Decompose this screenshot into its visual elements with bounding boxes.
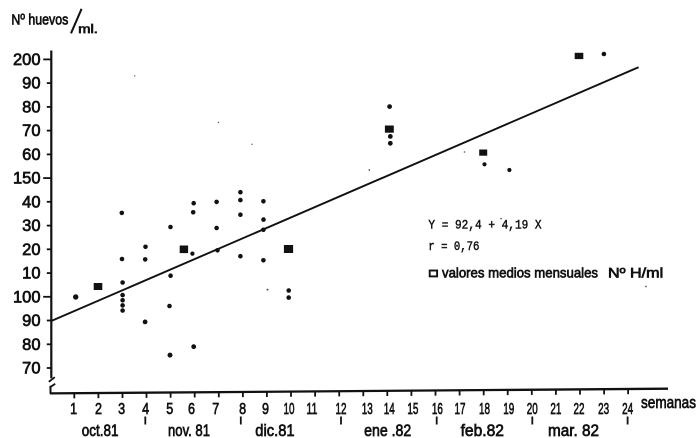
- svg-text:15: 15: [407, 401, 418, 418]
- svg-text:semanas: semanas: [641, 393, 696, 412]
- svg-text:22: 22: [574, 401, 585, 418]
- svg-text:70: 70: [22, 122, 40, 140]
- svg-text:16: 16: [432, 401, 443, 418]
- svg-text:17: 17: [455, 401, 466, 418]
- svg-text:13: 13: [362, 401, 373, 418]
- svg-text:18: 18: [479, 401, 490, 418]
- svg-text:nov. 81: nov. 81: [168, 422, 210, 438]
- svg-text:feb.82: feb.82: [461, 422, 504, 438]
- svg-text:Y = 92,4 + 4,19 X: Y = 92,4 + 4,19 X: [428, 218, 542, 232]
- svg-text:23: 23: [598, 401, 609, 418]
- svg-text:21: 21: [550, 401, 561, 418]
- svg-text:8: 8: [239, 401, 246, 418]
- svg-text:200: 200: [13, 51, 41, 69]
- svg-text:1: 1: [70, 401, 77, 418]
- svg-text:20: 20: [527, 401, 538, 418]
- svg-text:150: 150: [13, 170, 41, 188]
- svg-text:80: 80: [22, 98, 40, 116]
- svg-text:ene .82: ene .82: [364, 422, 411, 438]
- svg-text:7: 7: [212, 401, 219, 418]
- svg-text:30: 30: [22, 217, 40, 235]
- svg-text:11: 11: [306, 401, 317, 418]
- svg-text:r = 0,76: r = 0,76: [428, 240, 479, 254]
- svg-text:24: 24: [622, 401, 633, 418]
- svg-text:60: 60: [22, 146, 40, 164]
- svg-text:mar. 82: mar. 82: [548, 422, 599, 438]
- svg-text:5: 5: [166, 401, 173, 418]
- svg-text:80: 80: [22, 336, 40, 354]
- svg-text:9: 9: [262, 401, 269, 418]
- svg-text:20: 20: [22, 241, 40, 259]
- svg-text:14: 14: [384, 401, 395, 418]
- svg-text:4: 4: [142, 401, 149, 418]
- svg-text:19: 19: [503, 401, 514, 418]
- svg-text:10: 10: [284, 401, 295, 418]
- svg-text:Nº H/ml: Nº H/ml: [608, 265, 663, 281]
- svg-text:oct.81: oct.81: [82, 422, 119, 438]
- svg-text:90: 90: [22, 75, 40, 93]
- svg-text:6: 6: [188, 401, 195, 418]
- svg-text:ml.: ml.: [78, 24, 98, 36]
- svg-text:Nº huevos: Nº huevos: [11, 11, 68, 28]
- svg-text:10: 10: [22, 265, 40, 283]
- svg-text:40: 40: [22, 193, 40, 211]
- svg-text:3: 3: [118, 401, 125, 418]
- svg-text:valores medios mensuales: valores medios mensuales: [442, 265, 598, 281]
- svg-text:2: 2: [95, 401, 102, 418]
- svg-text:12: 12: [336, 401, 347, 418]
- svg-text:70: 70: [22, 360, 40, 378]
- svg-text:100: 100: [13, 288, 41, 306]
- svg-text:90: 90: [22, 312, 40, 330]
- svg-text:dic.81: dic.81: [255, 422, 294, 438]
